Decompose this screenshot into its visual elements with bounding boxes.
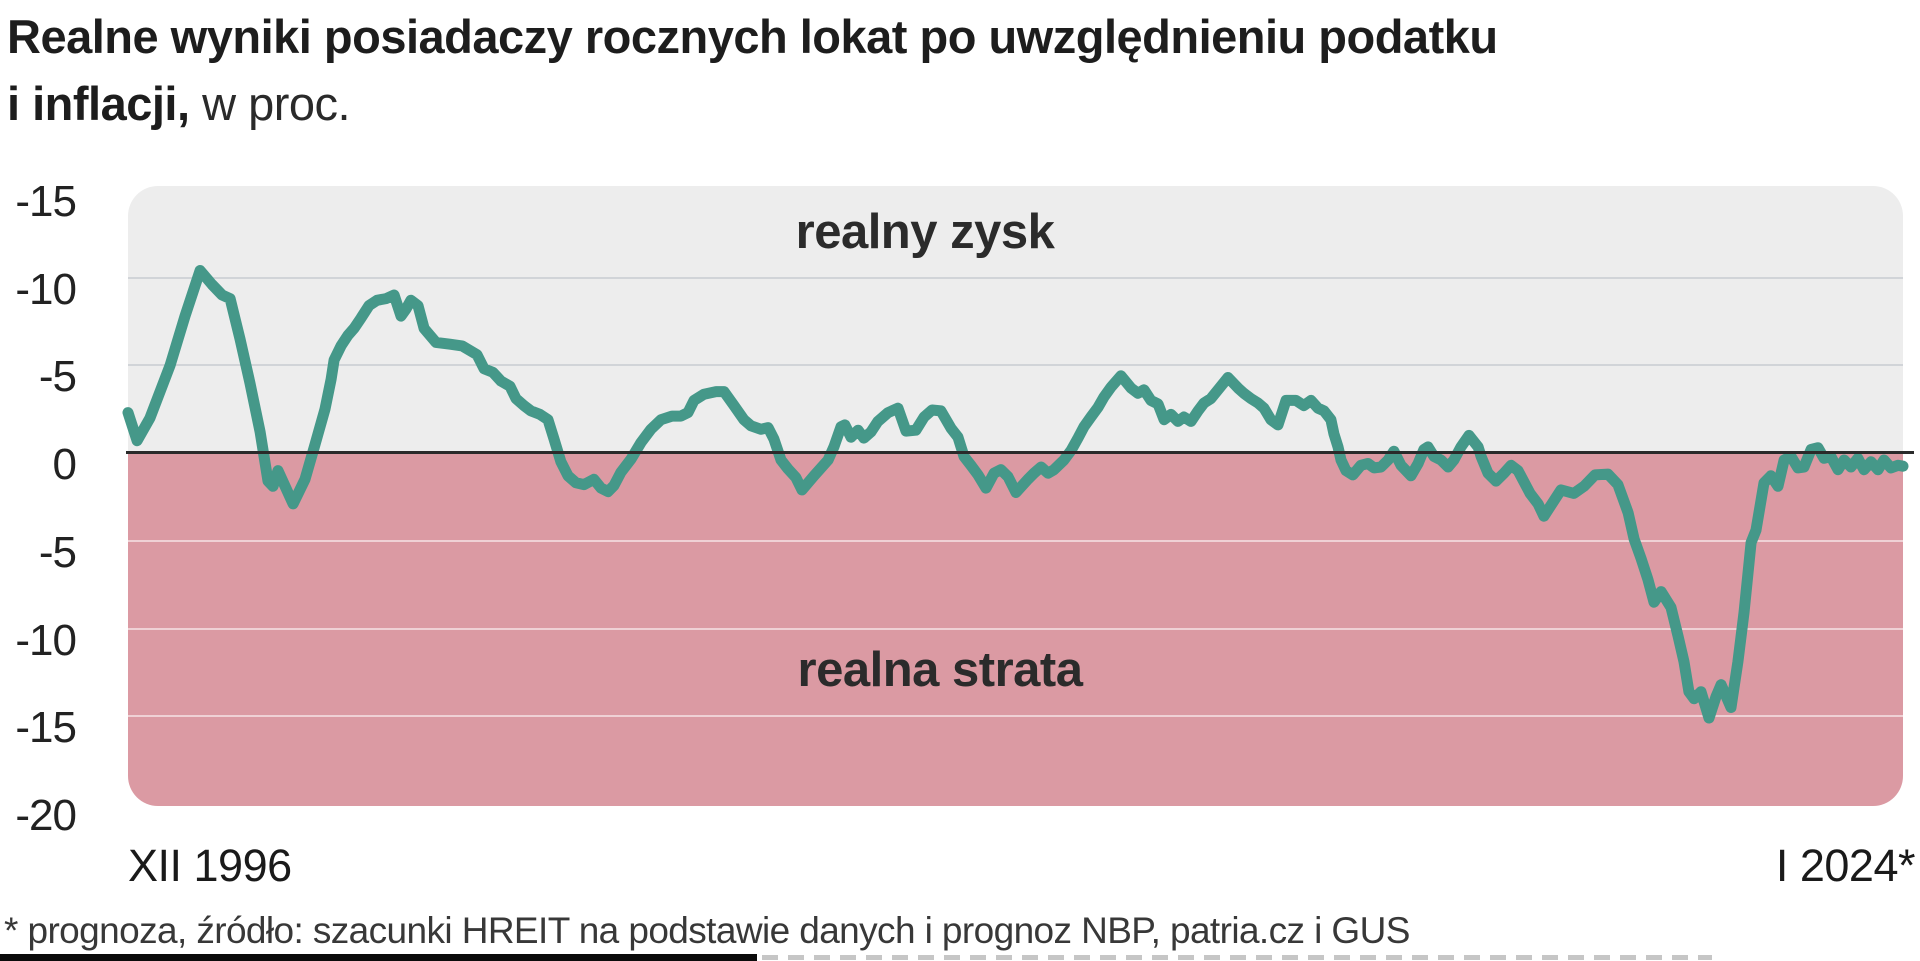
x-axis-start-label: XII 1996 — [128, 840, 292, 891]
cropped-text-bar-dark — [0, 954, 757, 961]
cropped-text-bar-light — [762, 955, 1712, 960]
y-axis-tick-label: 0 — [52, 440, 77, 489]
y-axis-tick-label: -5 — [38, 352, 77, 402]
chart-title-line2-unit: w proc. — [189, 76, 351, 130]
loss-zone-label: realna strata — [797, 643, 1083, 697]
y-axis-tick-label: -15 — [15, 703, 77, 753]
plot-area — [128, 186, 1903, 806]
y-axis-tick-label: -20 — [15, 791, 77, 840]
gridline — [128, 715, 1903, 718]
loss-zone — [128, 453, 1903, 806]
gridline — [128, 276, 1903, 279]
chart-title-line2-bold: i inflacji, — [7, 76, 190, 130]
source-note: * prognoza, źródło: szacunki HREIT na po… — [4, 910, 1410, 951]
y-axis-tick-label: -15 — [15, 176, 77, 226]
gridline — [128, 539, 1903, 542]
chart-title-line1: Realne wyniki posiadaczy rocznych lokat … — [7, 10, 1498, 63]
y-axis-tick-label: -10 — [15, 264, 77, 314]
zero-axis-line — [126, 451, 1914, 454]
profit-zone-label: realny zysk — [795, 205, 1055, 259]
x-axis-end-label: I 2024* — [1775, 840, 1916, 891]
chart-title: Realne wyniki posiadaczy rocznych lokat … — [7, 4, 1498, 137]
gridline — [128, 364, 1903, 367]
y-axis-tick-label: -5 — [38, 527, 77, 577]
y-axis-tick-label: -10 — [15, 615, 77, 665]
gridline — [128, 627, 1903, 630]
